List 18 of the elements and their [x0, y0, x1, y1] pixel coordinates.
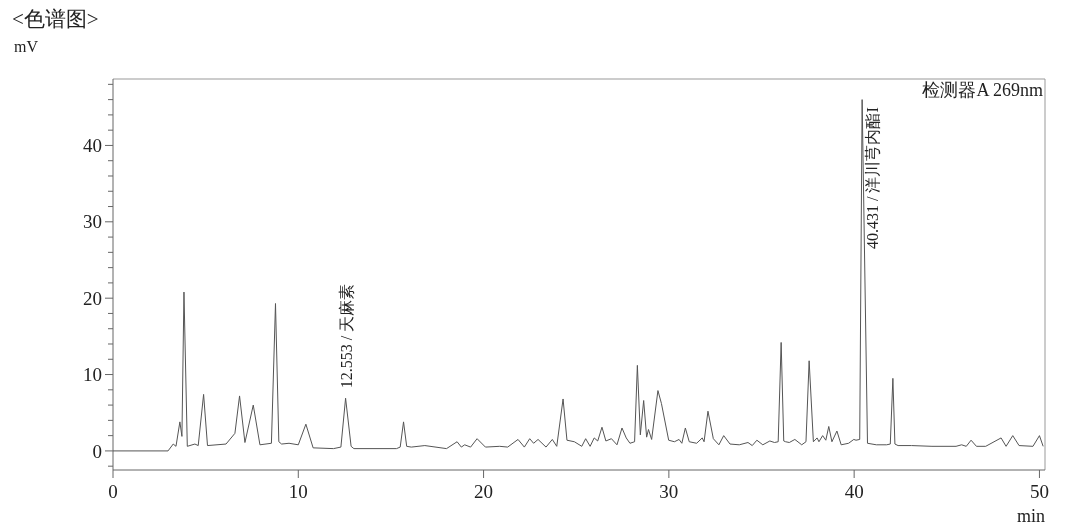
annotation: 12.553 / 天麻素	[337, 283, 355, 389]
x-tick-label: 50	[1029, 481, 1049, 502]
y-tick-label: 30	[83, 211, 102, 233]
annotation: 检测器A 269nm	[922, 80, 1043, 100]
x-tick-label: 10	[288, 481, 308, 502]
x-tick-label: 20	[474, 481, 494, 502]
y-tick-label: 0	[92, 440, 102, 462]
y-tick-label: 40	[83, 135, 102, 157]
x-axis-title: min	[1016, 506, 1045, 526]
line-series	[112, 99, 1044, 452]
annotation: 40.431 / 洋川芎内酯I	[864, 107, 882, 249]
y-axis-title: mV	[14, 38, 39, 55]
x-tick-label: 30	[659, 481, 679, 502]
y-tick-label: 20	[83, 287, 102, 309]
x-tick-label: 40	[844, 481, 864, 502]
x-tick-label: 0	[108, 481, 118, 502]
y-tick-label: 10	[83, 364, 102, 386]
chart-title: <色谱图>	[12, 7, 99, 31]
